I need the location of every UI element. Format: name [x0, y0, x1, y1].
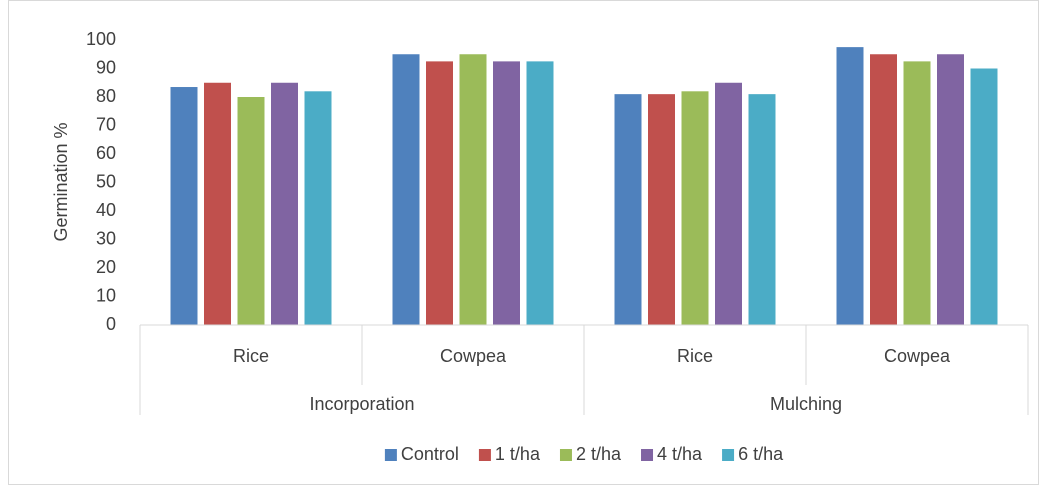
bar [836, 47, 864, 325]
bar [392, 54, 420, 325]
bar [271, 82, 298, 325]
legend-swatch [559, 449, 572, 461]
legend-label: 2 t/ha [576, 444, 622, 464]
y-tick-label: 80 [96, 86, 116, 106]
bar [970, 68, 998, 325]
bar [170, 87, 198, 326]
bar [493, 61, 520, 325]
bar [204, 82, 231, 325]
y-tick-label: 0 [106, 314, 116, 334]
bar [459, 54, 487, 325]
bar [426, 61, 453, 325]
y-tick-label: 60 [96, 143, 116, 163]
legend-label: 6 t/ha [738, 444, 784, 464]
legend-swatch [478, 449, 491, 461]
y-tick-label: 10 [96, 285, 116, 305]
x-tick-label: Cowpea [440, 346, 507, 366]
legend-label: 4 t/ha [657, 444, 703, 464]
bar [937, 54, 964, 325]
bar [715, 82, 742, 325]
bar [614, 94, 642, 326]
bar [237, 97, 265, 325]
legend-swatch [641, 449, 654, 461]
legend-label: 1 t/ha [495, 444, 541, 464]
group-label: Mulching [770, 394, 842, 414]
group-label: Incorporation [309, 394, 414, 414]
x-tick-label: Rice [677, 346, 713, 366]
y-tick-label: 40 [96, 200, 116, 220]
bar [526, 61, 554, 325]
bar [681, 91, 709, 325]
y-axis-title: Germination % [51, 122, 71, 241]
bar [648, 94, 675, 326]
bar [903, 61, 931, 325]
y-tick-label: 100 [86, 29, 116, 49]
legend-swatch [384, 449, 397, 461]
y-tick-label: 50 [96, 171, 116, 191]
y-tick-label: 20 [96, 257, 116, 277]
y-tick-label: 30 [96, 228, 116, 248]
bar [304, 91, 332, 325]
y-tick-label: 90 [96, 57, 116, 77]
legend-label: Control [401, 444, 459, 464]
bar [870, 54, 897, 325]
bar [748, 94, 776, 326]
x-tick-label: Cowpea [884, 346, 951, 366]
y-tick-label: 70 [96, 114, 116, 134]
x-tick-label: Rice [233, 346, 269, 366]
legend-swatch [722, 449, 735, 461]
